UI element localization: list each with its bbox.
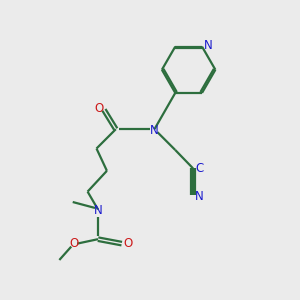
Text: N: N	[195, 190, 204, 202]
Text: N: N	[94, 204, 102, 218]
Text: N: N	[204, 39, 213, 52]
Text: O: O	[94, 102, 103, 115]
Text: O: O	[70, 237, 79, 250]
Text: C: C	[196, 162, 204, 175]
Text: O: O	[123, 237, 132, 250]
Text: N: N	[150, 124, 159, 137]
